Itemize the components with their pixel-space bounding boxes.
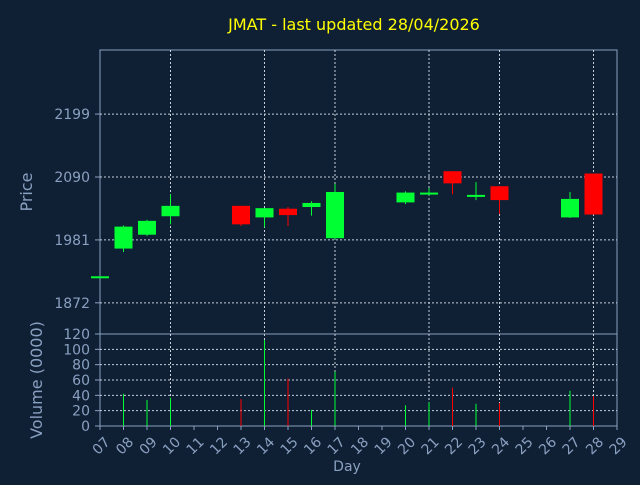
price-tick-label: 2090 xyxy=(54,170,90,186)
candle xyxy=(161,194,180,225)
volume-tick-label: 0 xyxy=(81,419,90,435)
candle xyxy=(255,208,274,228)
volume-tick-label: 120 xyxy=(63,327,90,343)
candle-body xyxy=(279,208,297,216)
volume-axis-label: Volume (0000) xyxy=(27,321,46,439)
volume-bars xyxy=(123,340,594,426)
candle xyxy=(302,201,321,216)
candle xyxy=(467,182,485,201)
candle xyxy=(114,225,133,253)
x-tick-labels: 07 08 09 10 11 12 13 14 15 16 17 18 19 20 21 22 23 24 25 26… xyxy=(90,426,631,458)
price-tick-label: 1981 xyxy=(54,233,90,249)
candle xyxy=(561,192,579,218)
candle-body xyxy=(561,198,579,218)
candle-body xyxy=(420,192,438,195)
candles xyxy=(91,171,603,279)
candle-body xyxy=(326,192,344,239)
candle-body xyxy=(161,205,180,217)
candle-body xyxy=(467,194,485,197)
price-tick-label: 1872 xyxy=(54,296,90,312)
price-axis-label: Price xyxy=(17,172,36,211)
x-axis-label: Day xyxy=(333,459,361,475)
candle-body xyxy=(138,220,156,235)
price-y-ticks: 1872 1981 2090 2199 xyxy=(54,107,100,312)
candle-body xyxy=(114,226,133,249)
candle-body xyxy=(255,208,274,218)
candle xyxy=(91,276,109,279)
volume-tick-label: 40 xyxy=(72,388,90,404)
candle xyxy=(584,173,603,215)
candle xyxy=(420,187,438,196)
candle xyxy=(138,219,156,236)
candle xyxy=(326,183,344,240)
candle-body xyxy=(443,171,462,184)
volume-tick-label: 20 xyxy=(72,404,90,420)
volume-tick-label: 60 xyxy=(72,373,90,389)
candle xyxy=(396,191,415,205)
candle xyxy=(232,205,250,227)
volume-tick-label: 80 xyxy=(72,358,90,374)
candle-body xyxy=(490,186,509,201)
candle-body xyxy=(584,173,603,215)
candle xyxy=(443,171,462,195)
chart-title: JMAT - last updated 28/04/2026 xyxy=(227,15,480,34)
price-panel: 1872 1981 2090 2199 Price xyxy=(17,49,618,335)
candle xyxy=(490,186,509,214)
candle-body xyxy=(302,202,321,208)
candle-body xyxy=(232,205,250,225)
candle-body xyxy=(91,276,109,279)
candle-body xyxy=(396,192,415,203)
candle xyxy=(279,207,297,227)
price-tick-label: 2199 xyxy=(54,107,90,123)
volume-tick-label: 100 xyxy=(63,342,90,358)
